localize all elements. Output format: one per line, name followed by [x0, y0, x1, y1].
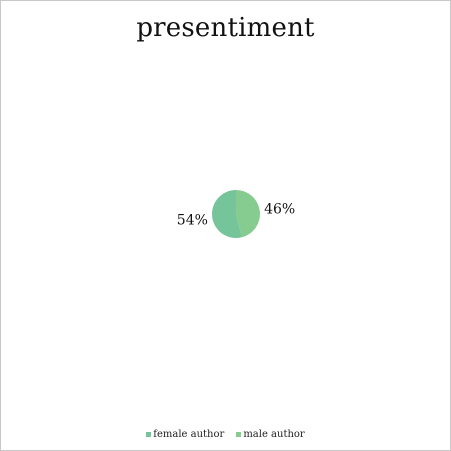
legend-swatch-female-author — [146, 432, 152, 437]
pie-slice-female-author — [212, 190, 242, 238]
legend-label-female-author: female author — [153, 429, 225, 440]
pie-label-female-author: 54% — [177, 213, 208, 229]
pie-label-male-author: 46% — [264, 201, 295, 217]
legend-item-male-author: male author — [236, 429, 305, 440]
chart-title: presentiment — [136, 13, 315, 43]
legend-swatch-male-author — [236, 432, 242, 437]
pie-slice-male-author — [236, 189, 261, 238]
legend-label-male-author: male author — [243, 429, 305, 440]
legend-item-female-author: female author — [146, 429, 224, 440]
chart-legend: female author male author — [1, 429, 450, 440]
